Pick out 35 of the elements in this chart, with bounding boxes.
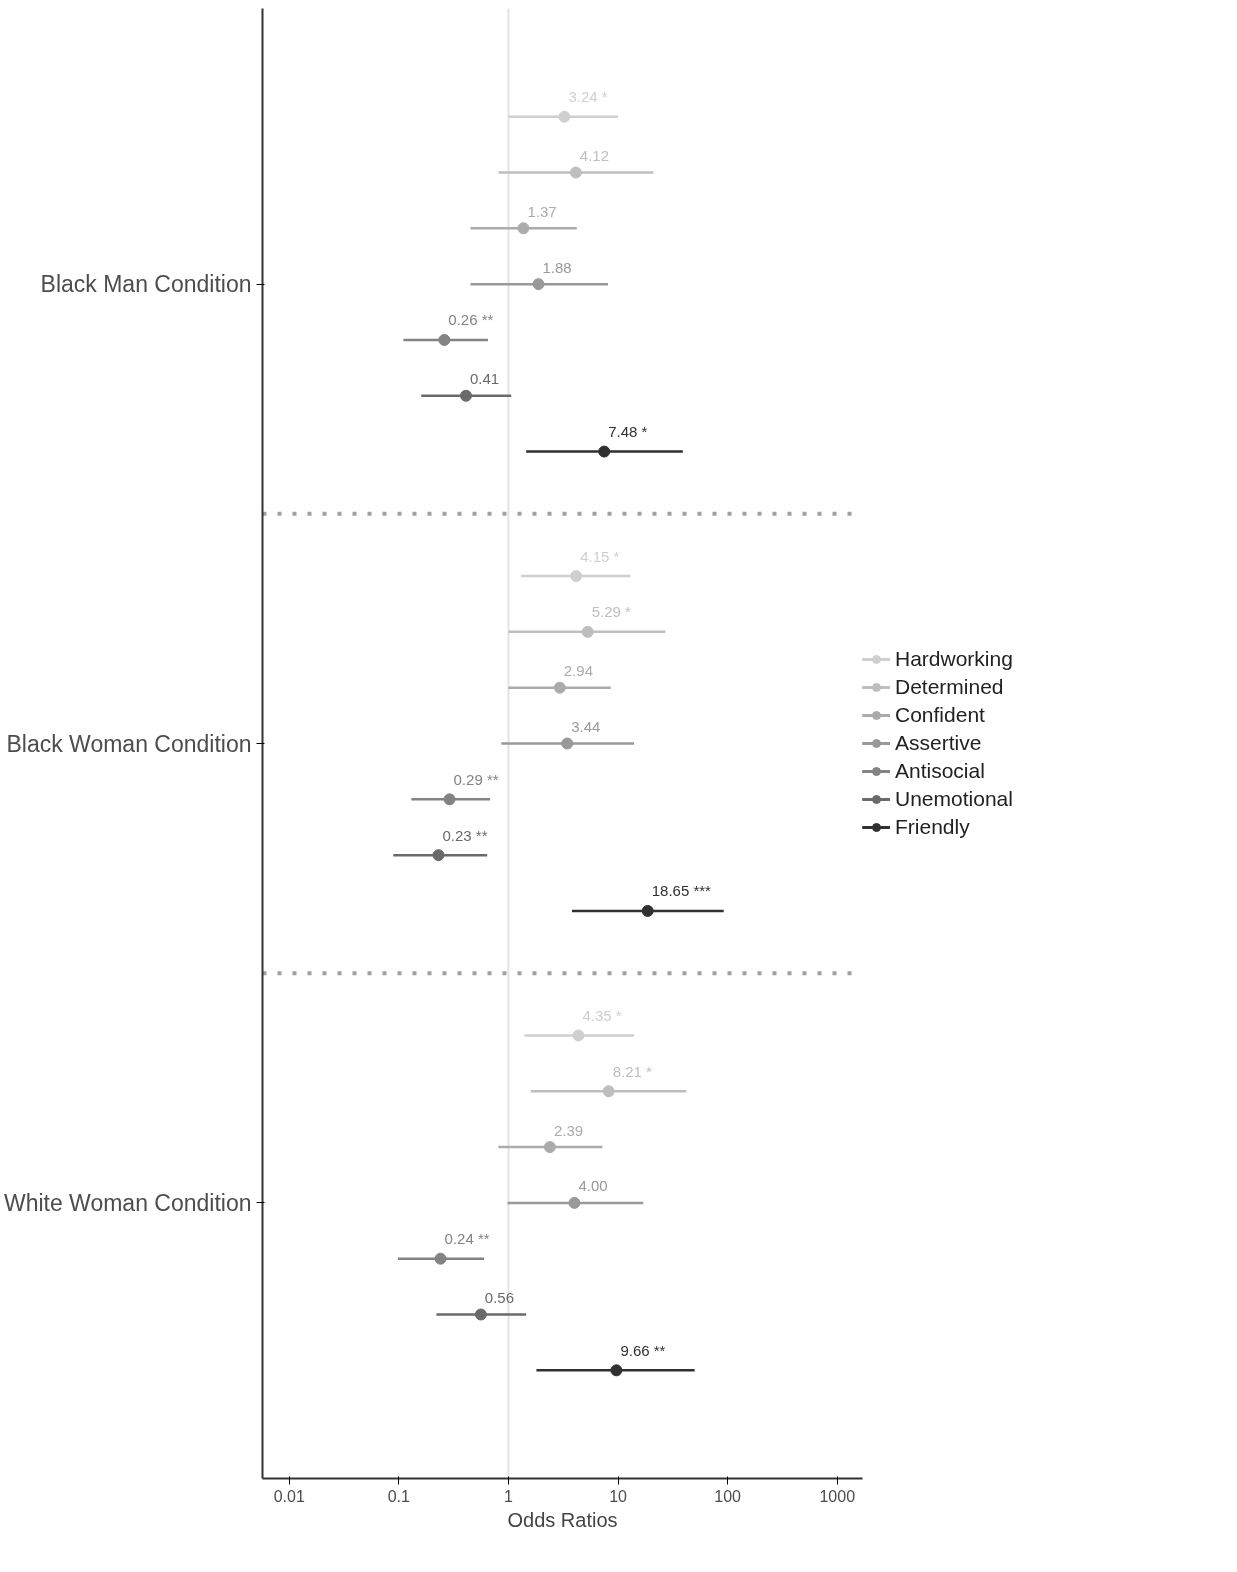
data-label: 2.94 <box>563 662 593 680</box>
x-tick-label: 1 <box>504 1487 513 1505</box>
data-label: 0.26 ** <box>448 311 494 329</box>
data-label: 0.23 ** <box>442 826 488 844</box>
legend-label: Friendly <box>895 815 970 839</box>
y-tick-label: White Woman Condition <box>3 1189 252 1216</box>
data-label: 3.44 <box>571 718 601 736</box>
data-label: 0.24 ** <box>444 1230 490 1248</box>
data-label: 9.66 ** <box>620 1341 666 1359</box>
x-tick-label: 0.01 <box>273 1487 305 1505</box>
data-label: 7.48 * <box>608 423 648 441</box>
data-label: 4.00 <box>578 1177 608 1195</box>
y-tick-label: Black Man Condition <box>40 271 252 298</box>
data-label: 1.37 <box>527 202 557 220</box>
legend-label: Confident <box>895 703 985 727</box>
x-tick-label: 0.1 <box>387 1487 411 1505</box>
data-label: 0.56 <box>484 1289 515 1307</box>
y-tick-label: Black Woman Condition <box>6 730 252 757</box>
legend-label: Hardworking <box>895 647 1013 671</box>
data-label: 1.88 <box>542 258 572 276</box>
legend-label: Unemotional <box>895 787 1013 811</box>
data-label: 18.65 *** <box>651 882 712 900</box>
x-tick-label: 10 <box>609 1487 628 1505</box>
x-tick-label: 1000 <box>819 1487 856 1505</box>
legend-label: Determined <box>895 675 1004 699</box>
data-label: 0.29 ** <box>453 770 499 788</box>
data-label: 8.21 * <box>612 1062 653 1080</box>
legend-label: Assertive <box>895 731 982 755</box>
data-label: 2.39 <box>553 1121 584 1139</box>
legend-label: Antisocial <box>895 759 985 783</box>
x-axis-title: Odds Ratios <box>507 1508 618 1531</box>
data-label: 5.29 * <box>591 603 632 621</box>
data-label: 4.12 <box>579 147 610 165</box>
x-tick-label: 100 <box>714 1487 742 1505</box>
data-label: 0.41 <box>470 370 500 388</box>
